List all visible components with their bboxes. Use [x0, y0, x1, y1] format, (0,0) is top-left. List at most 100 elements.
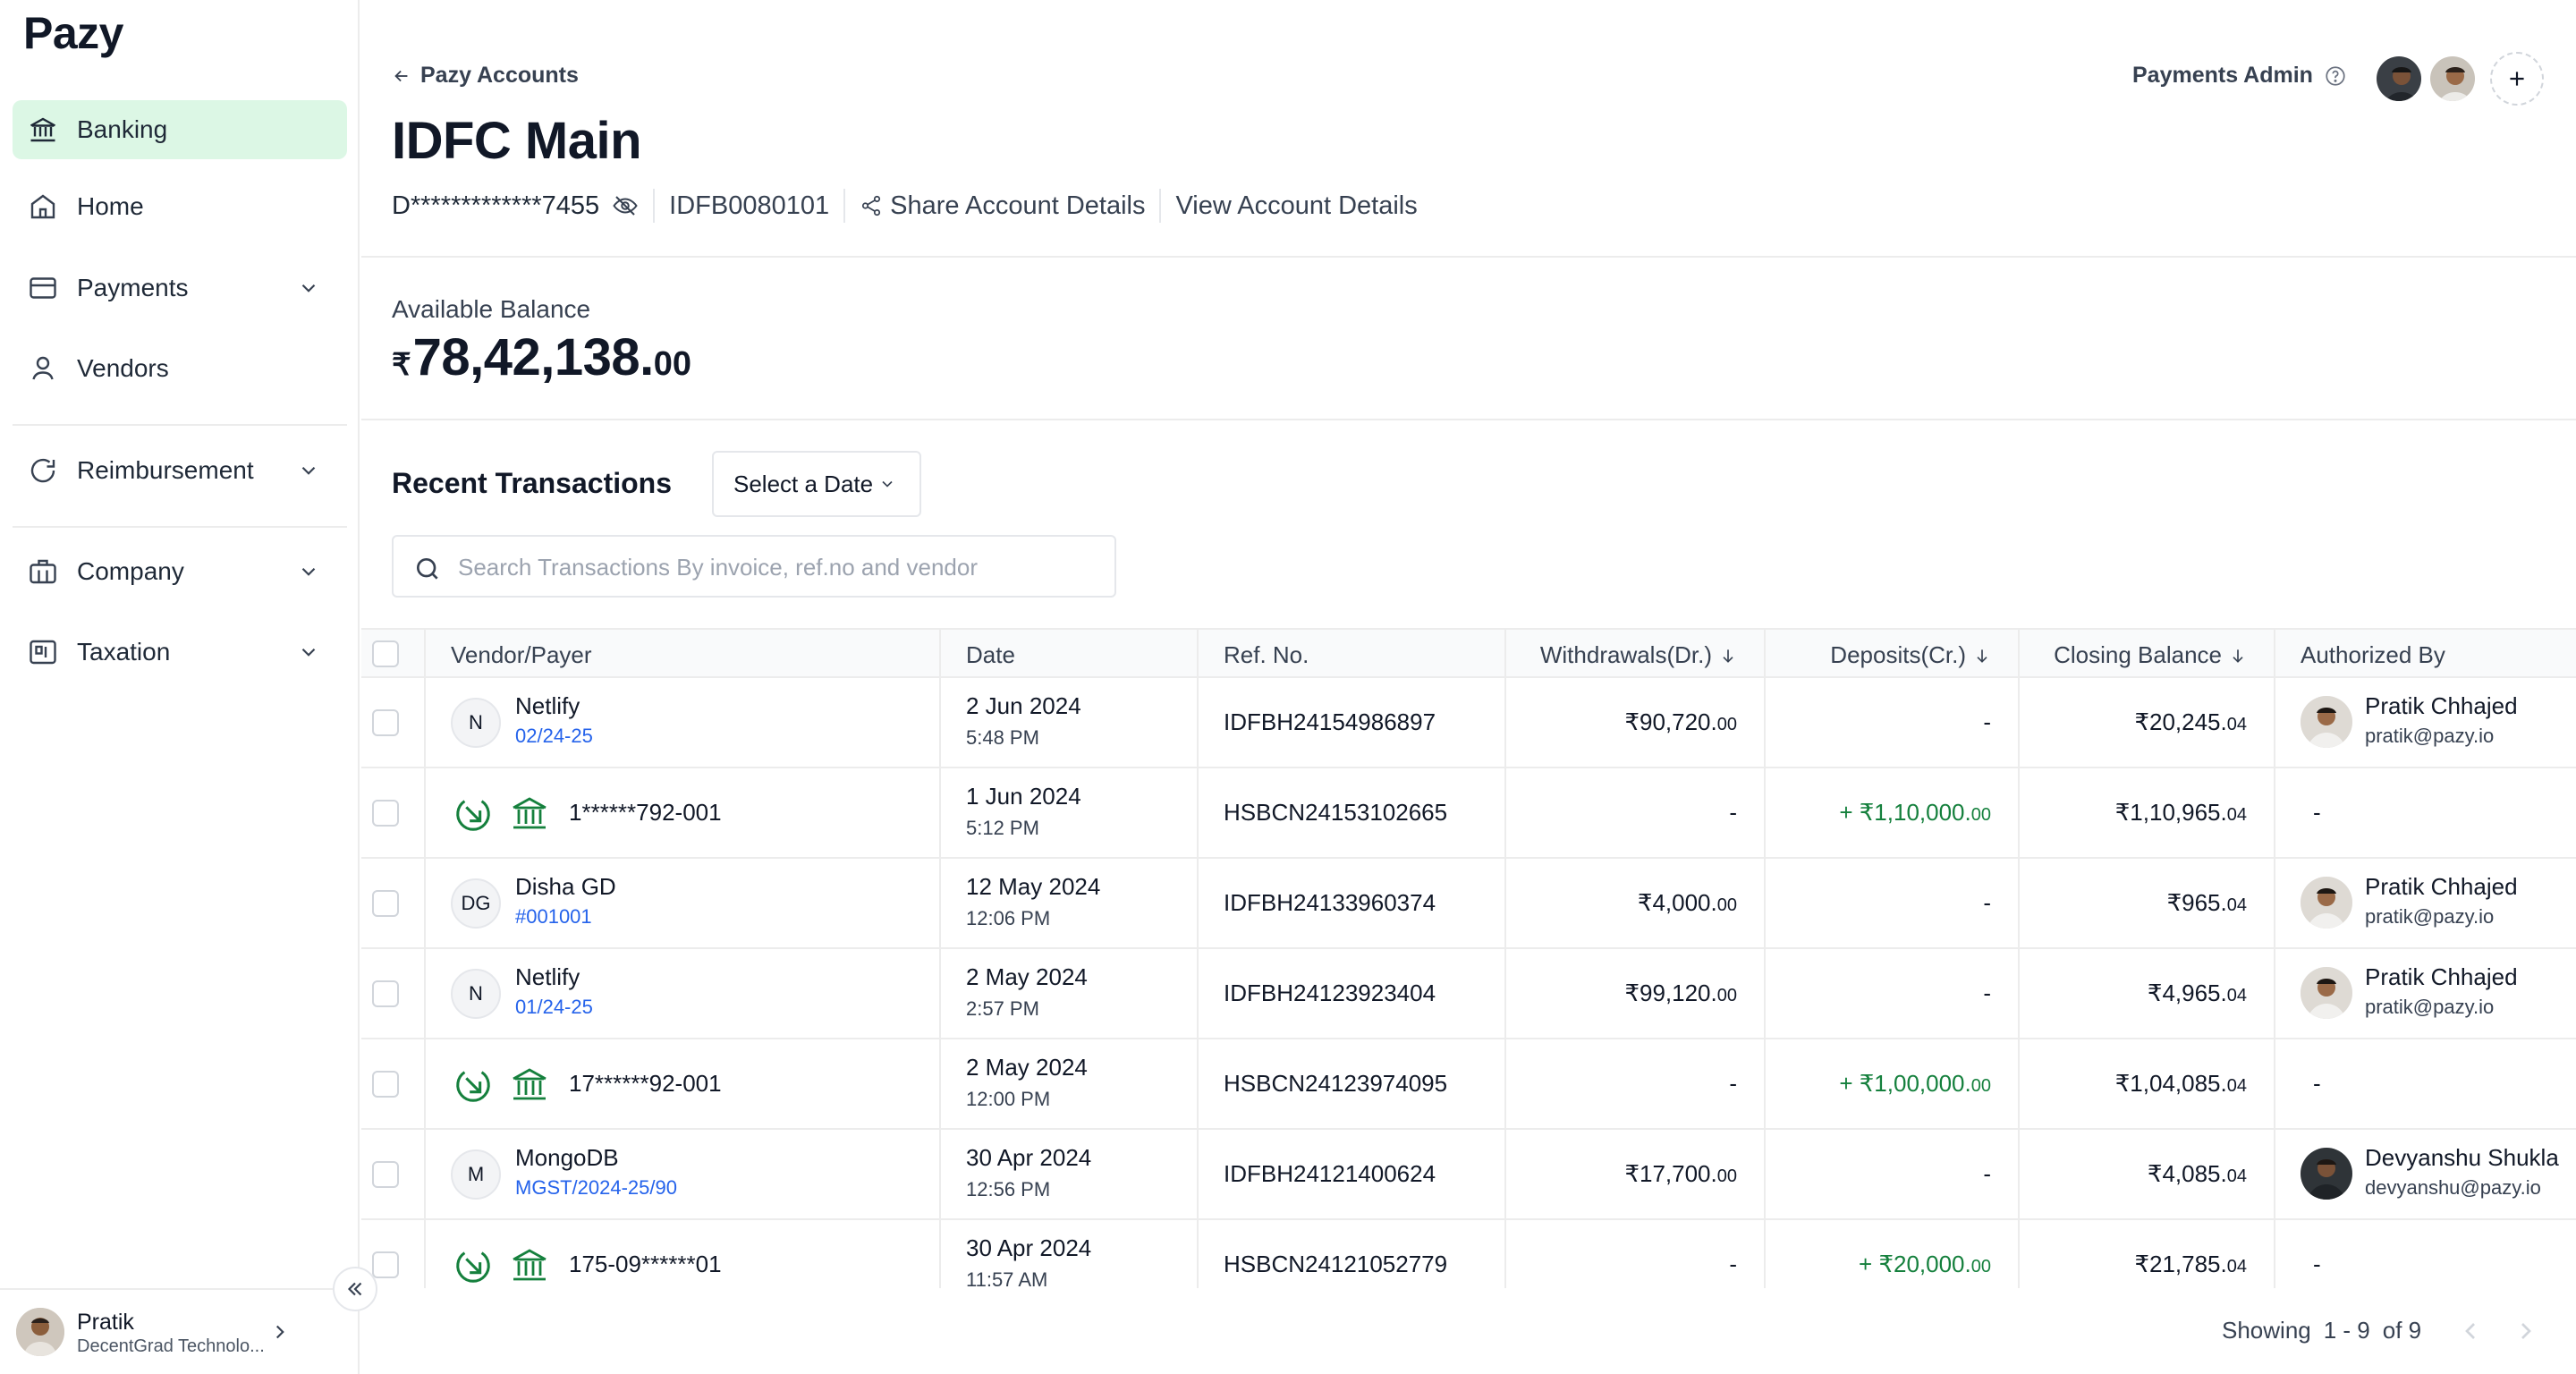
deposit-amount: -: [1983, 708, 1991, 736]
pagination-total: of 9: [2382, 1317, 2422, 1344]
vendor-name: Netlify: [515, 692, 580, 719]
closing-value: ₹1,10,965.: [2114, 799, 2227, 826]
sidebar-item-company[interactable]: Company: [13, 542, 347, 601]
table-row[interactable]: DG Disha GD #001001 12 May 2024 12:06 PM IDFB…: [361, 859, 2576, 949]
closing-value: ₹4,965.: [2147, 980, 2227, 1006]
user-icon: [32, 356, 54, 380]
invoice-link[interactable]: 01/24-25: [515, 996, 593, 1018]
row-checkbox[interactable]: [372, 1251, 399, 1278]
team-avatar[interactable]: [2374, 54, 2424, 104]
next-page-button[interactable]: [2512, 1317, 2540, 1345]
table-row[interactable]: N Netlify 02/24-25 2 Jun 2024 5:48 PM IDFBH24…: [361, 678, 2576, 768]
row-checkbox[interactable]: [372, 800, 399, 827]
txn-date: 30 Apr 2024: [966, 1144, 1092, 1171]
column-header-label: Vendor/Payer: [451, 641, 592, 668]
ref-number: HSBCN24121052779: [1224, 1251, 1448, 1277]
invoice-link[interactable]: 02/24-25: [515, 725, 593, 747]
column-header[interactable]: Deposits(Cr.): [1830, 641, 1991, 669]
payer-account: 17******92-001: [569, 1070, 722, 1097]
ifsc-code: IDFB0080101: [669, 191, 830, 220]
authorizer-email: pratik@pazy.io: [2365, 725, 2495, 747]
sidebar-item-vendors[interactable]: Vendors: [13, 339, 347, 398]
sidebar-item-label: Payments: [77, 274, 189, 301]
previous-page-button[interactable]: [2456, 1317, 2485, 1345]
select-all-checkbox[interactable]: [372, 640, 399, 667]
section-title: Recent Transactions: [392, 467, 672, 499]
withdrawal-amount: ₹99,120.00: [1624, 980, 1737, 1007]
sidebar-item-reimbursement[interactable]: Reimbursement: [13, 441, 347, 500]
share-account-details-button[interactable]: Share Account Details: [860, 191, 1145, 221]
table-row[interactable]: 1******792-001 1 Jun 2024 5:12 PM HSBCN2415…: [361, 768, 2576, 859]
ref-number: IDFBH24133960374: [1224, 889, 1436, 916]
column-header[interactable]: Closing Balance: [2054, 641, 2247, 669]
add-member-button[interactable]: [2490, 52, 2544, 106]
table-row[interactable]: N Netlify 01/24-25 2 May 2024 2:57 PM IDFBH24…: [361, 949, 2576, 1039]
view-account-details-button[interactable]: View Account Details: [1175, 191, 1418, 220]
search-box[interactable]: [392, 535, 1116, 598]
role-label: Payments Admin: [2132, 63, 2347, 89]
taxation-icon: [30, 640, 56, 665]
column-header: Authorized By: [2301, 641, 2445, 669]
row-checkbox[interactable]: [372, 1071, 399, 1098]
row-checkbox[interactable]: [372, 709, 399, 736]
chevron-right-icon: [275, 1325, 284, 1339]
row-checkbox[interactable]: [372, 890, 399, 917]
page-title: IDFC Main: [392, 112, 642, 170]
row-checkbox[interactable]: [372, 980, 399, 1007]
txn-date: 2 May 2024: [966, 963, 1088, 990]
role-text: Payments Admin: [2132, 63, 2313, 88]
column-header[interactable]: Withdrawals(Dr.): [1540, 641, 1737, 669]
authorizer-name: Pratik Chhajed: [2365, 963, 2518, 990]
user-company: DecentGrad Technolo...: [77, 1336, 265, 1356]
table-row[interactable]: 17******92-001 2 May 2024 12:00 PM HSBCN241…: [361, 1039, 2576, 1130]
sidebar-item-taxation[interactable]: Taxation: [13, 623, 347, 682]
app-logo[interactable]: Pazy: [23, 8, 123, 58]
deposit-arrow-icon: [456, 800, 490, 831]
table-row[interactable]: 175-09******01 30 Apr 2024 11:57 AM HSBCN24…: [361, 1220, 2576, 1288]
closing-decimals: 04: [2226, 715, 2247, 734]
withdrawal-value: ₹4,000.: [1637, 889, 1717, 916]
withdrawal-amount: ₹90,720.00: [1624, 708, 1737, 736]
row-checkbox[interactable]: [372, 1161, 399, 1188]
closing-value: ₹1,04,085.: [2114, 1070, 2227, 1097]
column-header-label: Deposits(Cr.): [1830, 641, 1966, 668]
pagination-showing: Showing: [2222, 1317, 2311, 1344]
withdrawal-value: ₹99,120.: [1624, 980, 1717, 1006]
table-row[interactable]: M MongoDB MGST/2024-25/90 30 Apr 2024 12:56 …: [361, 1130, 2576, 1220]
sidebar-item-banking[interactable]: Banking: [13, 100, 347, 159]
pagination-range: 1 - 9: [2323, 1317, 2370, 1344]
withdrawal-decimals: 00: [1716, 895, 1737, 915]
share-label: Share Account Details: [890, 191, 1146, 220]
avatar: [2301, 696, 2352, 748]
collapse-sidebar-button[interactable]: [333, 1267, 377, 1311]
txn-time: 12:06 PM: [966, 907, 1051, 929]
section-divider: [361, 256, 2576, 258]
eye-off-icon[interactable]: [612, 192, 639, 219]
help-icon[interactable]: [2324, 64, 2347, 88]
sort-arrow-icon[interactable]: [1719, 647, 1737, 665]
txn-time: 11:57 AM: [966, 1268, 1048, 1288]
deposit-amount: -: [1983, 980, 1991, 1007]
invoice-link[interactable]: MGST/2024-25/90: [515, 1176, 677, 1199]
search-input[interactable]: [458, 547, 1102, 587]
back-link[interactable]: Pazy Accounts: [392, 63, 579, 89]
withdrawal-value: -: [1729, 799, 1737, 826]
column-header-label: Ref. No.: [1224, 641, 1309, 668]
invoice-link[interactable]: #001001: [515, 905, 592, 928]
sidebar-item-payments[interactable]: Payments: [13, 259, 347, 318]
search-icon: [417, 558, 438, 580]
deposit-amount: + ₹1,00,000.00: [1839, 1070, 1991, 1098]
sort-arrow-icon[interactable]: [1973, 647, 1991, 665]
date-select[interactable]: Select a Date: [712, 451, 921, 517]
txn-date: 2 May 2024: [966, 1054, 1088, 1081]
avatar: [2301, 877, 2352, 929]
user-profile-menu[interactable]: Pratik DecentGrad Technolo...: [0, 1288, 360, 1374]
closing-value: ₹21,785.: [2134, 1251, 2227, 1277]
nav-divider: [13, 424, 347, 426]
sidebar-item-home[interactable]: Home: [13, 177, 347, 236]
team-avatar[interactable]: [2428, 54, 2478, 104]
sort-arrow-icon[interactable]: [2229, 647, 2247, 665]
sidebar-item-label: Banking: [77, 115, 168, 143]
divider: [653, 189, 656, 223]
closing-value: ₹20,245.: [2134, 708, 2227, 735]
